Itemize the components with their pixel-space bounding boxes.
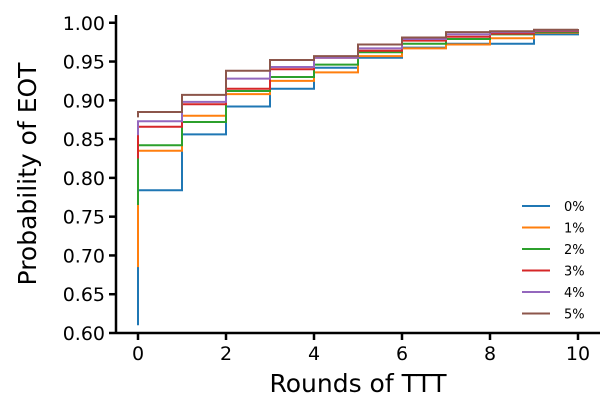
y-axis-label: Probability of EOT [13,62,42,286]
series-line-1 [137,31,579,268]
x-tick-label: 8 [484,343,496,365]
x-tick-label: 2 [220,343,232,365]
legend-label-0: 0% [564,200,585,215]
x-ticks: 0 2 4 6 8 10 [132,333,590,365]
legend: 0% 1% 2% 3% 4% 5% [522,200,585,323]
y-tick-label: 0.65 [63,284,105,306]
axes-layer [114,15,600,335]
x-axis-label: Rounds of TTT [269,369,447,398]
legend-label-2: 2% [564,243,585,258]
x-tick-label: 10 [566,343,590,365]
y-tick-label: 1.00 [63,13,105,35]
y-tick-label: 0.95 [63,52,105,74]
x-tick-label: 4 [308,343,320,365]
legend-label-1: 1% [564,222,585,237]
y-tick-label: 0.60 [63,323,105,345]
y-tick-label: 0.70 [63,245,105,267]
y-ticks: 0.60 0.65 0.70 0.75 0.80 0.85 0.90 0.95 1.00 [63,13,116,345]
y-tick-label: 0.85 [63,129,105,151]
x-tick-label: 0 [132,343,144,365]
legend-label-3: 3% [564,265,585,280]
y-tick-label: 0.75 [63,207,105,229]
series-line-5 [137,28,579,118]
series-line-0 [137,32,579,326]
y-tick-label: 0.80 [63,168,105,190]
legend-label-5: 5% [564,308,585,323]
legend-label-4: 4% [564,286,585,301]
y-tick-label: 0.90 [63,90,105,112]
x-tick-label: 6 [396,343,408,365]
series-layer [137,28,579,326]
